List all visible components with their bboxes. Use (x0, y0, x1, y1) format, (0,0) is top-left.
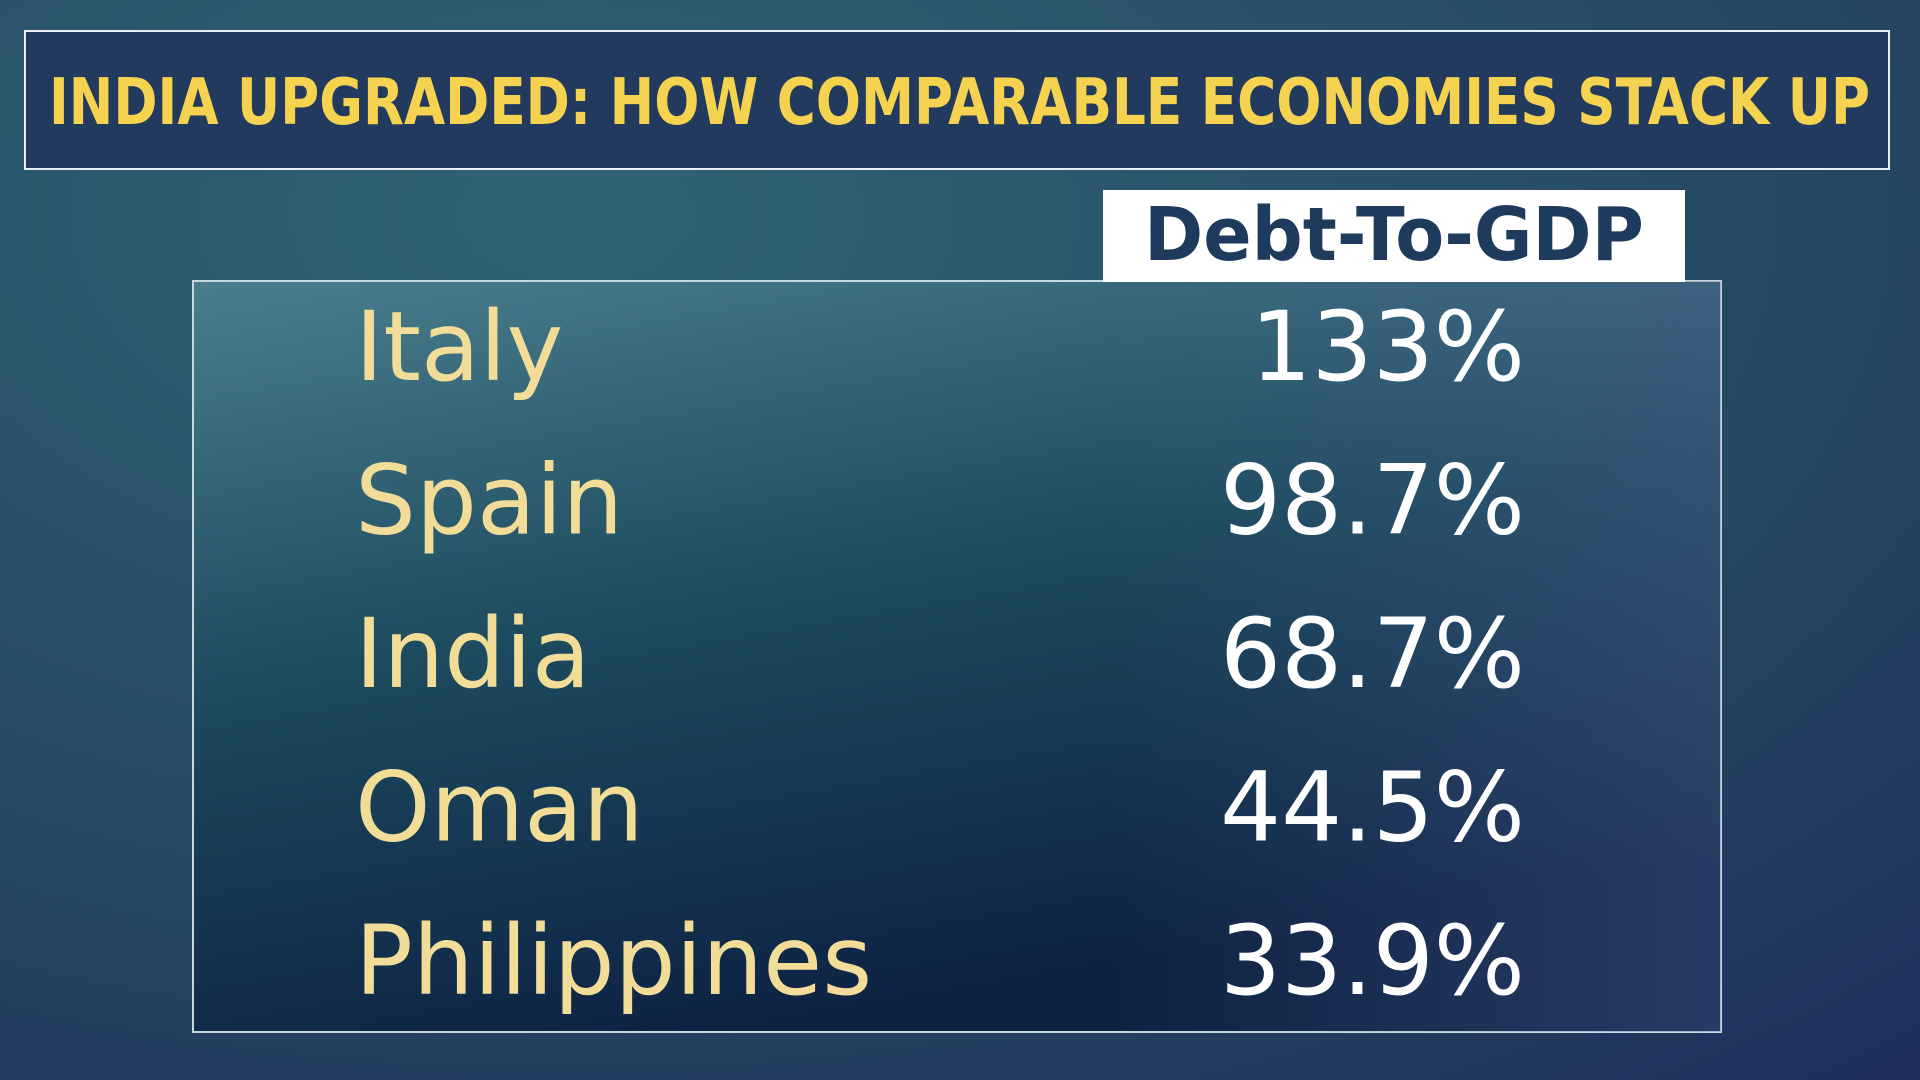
debt-to-gdp-value: 98.7% (1220, 445, 1525, 557)
debt-to-gdp-value: 44.5% (1220, 752, 1525, 864)
country-name: Oman (355, 752, 644, 864)
table-rows: Italy 133% Spain 98.7% India 68.7% Oman 44.5% Ph… (355, 291, 1525, 1017)
country-name: India (355, 598, 591, 710)
title-box (24, 30, 1890, 170)
debt-to-gdp-value: 33.9% (1220, 905, 1525, 1017)
country-name: Philippines (355, 905, 872, 1017)
column-header: Debt-To-GDP (1144, 192, 1644, 278)
table-panel-shade (193, 281, 1721, 1032)
debt-to-gdp-value: 133% (1251, 291, 1525, 403)
country-name: Spain (355, 445, 623, 557)
column-header-tab (1103, 190, 1685, 282)
debt-to-gdp-value: 68.7% (1220, 598, 1525, 710)
title: INDIA UPGRADED: HOW COMPARABLE ECONOMIES… (49, 66, 1870, 140)
country-name: Italy (355, 291, 563, 403)
